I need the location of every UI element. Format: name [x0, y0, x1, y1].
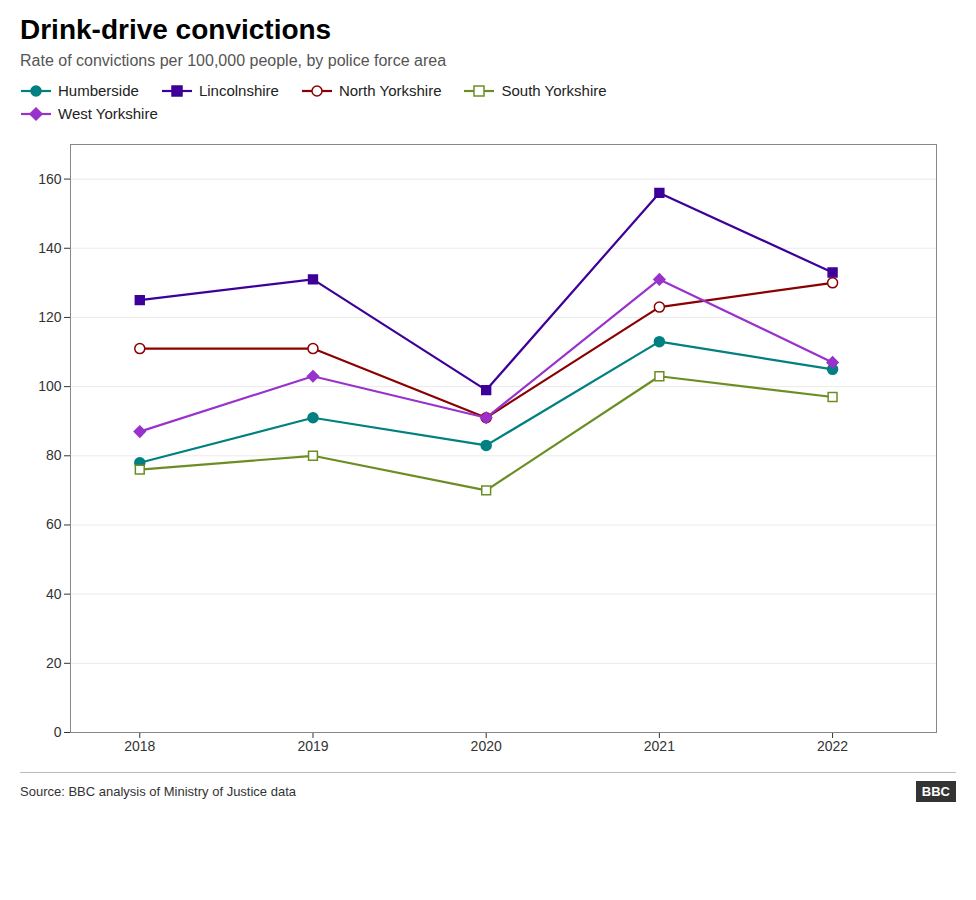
svg-text:60: 60: [46, 516, 62, 532]
svg-text:140: 140: [38, 240, 62, 256]
html-text:Source: BBC analysis of Minist: Source: BBC analysis of Ministry of Just…: [20, 784, 296, 799]
html-text:Rate of convictions per 100,00: Rate of convictions per 100,000 people, …: [20, 52, 446, 69]
svg-text:2020: 2020: [471, 738, 502, 754]
svg-text:120: 120: [38, 309, 62, 325]
svg-text:20: 20: [46, 655, 62, 671]
svg-text:2022: 2022: [817, 738, 848, 754]
svg-text:2018: 2018: [124, 738, 155, 754]
html-text:South Yorkshire: South Yorkshire: [501, 82, 607, 99]
svg-text:0: 0: [54, 724, 62, 740]
svg-text:2019: 2019: [297, 738, 328, 754]
svg-text:80: 80: [46, 447, 62, 463]
html-text:Lincolnshire: Lincolnshire: [198, 82, 279, 99]
svg-text:100: 100: [38, 378, 62, 394]
html-text:North Yorkshire: North Yorkshire: [338, 82, 442, 99]
html-text:Drink-drive convictions: Drink-drive convictions: [20, 14, 332, 45]
html-text:Humberside: Humberside: [58, 82, 139, 99]
html-text:West Yorkshire: West Yorkshire: [58, 105, 158, 122]
svg-text:40: 40: [46, 586, 62, 602]
svg-text:160: 160: [38, 171, 62, 187]
html-text:BBC: BBC: [921, 784, 950, 799]
svg-text:2021: 2021: [644, 738, 675, 754]
